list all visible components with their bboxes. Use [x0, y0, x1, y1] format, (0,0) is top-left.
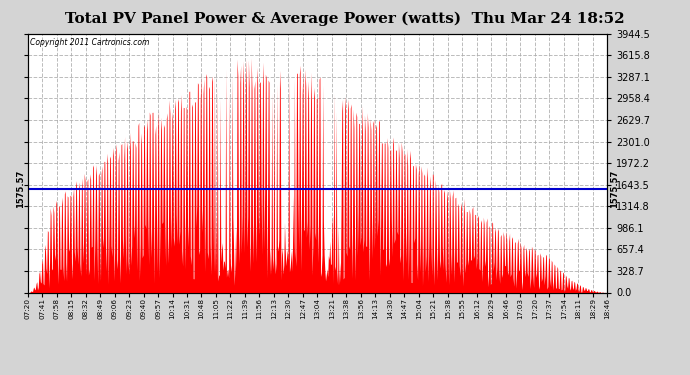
Text: Copyright 2011 Cartronics.com: Copyright 2011 Cartronics.com — [30, 38, 150, 46]
Text: 1575.57: 1575.57 — [16, 170, 25, 208]
Text: 1575.57: 1575.57 — [610, 170, 619, 208]
Text: Total PV Panel Power & Average Power (watts)  Thu Mar 24 18:52: Total PV Panel Power & Average Power (wa… — [65, 11, 625, 26]
